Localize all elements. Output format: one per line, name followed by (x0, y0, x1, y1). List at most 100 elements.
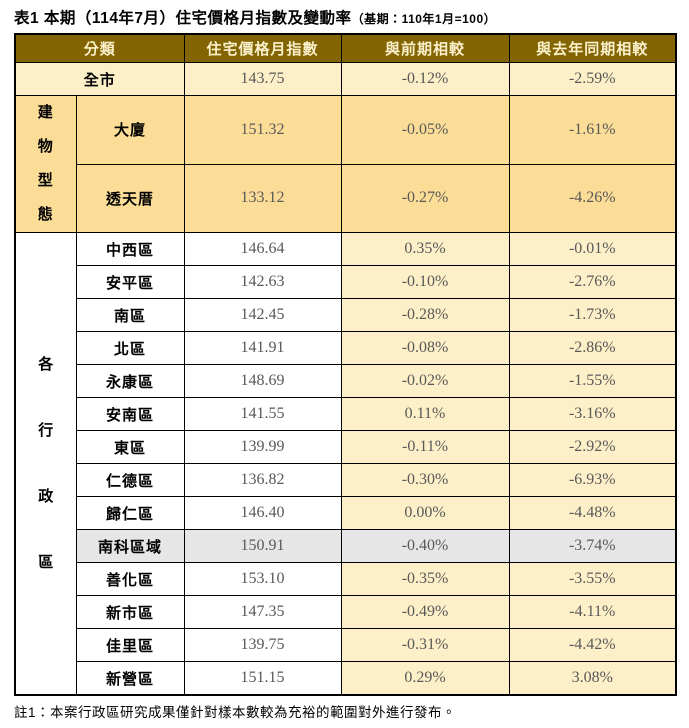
header-index: 住宅價格月指數 (183, 33, 342, 63)
page-title: 表1 本期（114年7月）住宅價格月指數及變動率（基期：110年1月=100） (14, 6, 675, 28)
district-mom-value: -0.35% (340, 562, 510, 596)
district-yoy-value: -6.93% (508, 463, 677, 497)
district-yoy-value: -1.55% (508, 364, 677, 398)
citywide-mom-value: -0.12% (340, 62, 510, 96)
building-name: 大廈 (75, 95, 185, 165)
header-yoy: 與去年同期相較 (508, 33, 677, 63)
footnotes: 註1：本案行政區研究成果僅針對樣本數較為充裕的範圍對外進行發布。 註2：南科區域… (14, 701, 675, 728)
district-mom-value: -0.08% (340, 331, 510, 365)
district-index-value: 139.99 (183, 430, 342, 464)
building-yoy-value: -4.26% (508, 163, 677, 233)
district-name: 南區 (75, 298, 185, 332)
district-name: 安平區 (75, 265, 185, 299)
district-index-value: 141.91 (183, 331, 342, 365)
citywide-name: 全市 (14, 62, 185, 96)
district-name: 善化區 (75, 562, 185, 596)
district-mom-value: -0.11% (340, 430, 510, 464)
table-row-district: 新市區 147.35 -0.49% -4.11% (15, 595, 677, 629)
district-mom-value: -0.10% (340, 265, 510, 299)
title-base-period: （基期：110年1月=100） (351, 12, 497, 26)
district-name: 歸仁區 (75, 496, 185, 530)
table-row-district: 仁德區 136.82 -0.30% -6.93% (15, 463, 677, 497)
district-mom-value: -0.28% (340, 298, 510, 332)
district-index-value: 147.35 (183, 595, 342, 629)
header-mom: 與前期相較 (340, 33, 510, 63)
district-index-value: 153.10 (183, 562, 342, 596)
table-row-district: 安平區 142.63 -0.10% -2.76% (15, 265, 677, 299)
table-row-citywide: 全市 143.75 -0.12% -2.59% (14, 62, 677, 96)
building-name: 透天厝 (75, 163, 185, 233)
district-mom-value: -0.40% (340, 529, 510, 563)
district-name: 北區 (75, 331, 185, 365)
district-index-value: 136.82 (183, 463, 342, 497)
housing-price-index-table: 分類 住宅價格月指數 與前期相較 與去年同期相較 全市 143.75 -0.12… (14, 33, 678, 696)
district-mom-value: -0.31% (340, 628, 510, 662)
district-mom-value: 0.00% (340, 496, 510, 530)
header-category: 分類 (14, 33, 185, 63)
table-row-district: 永康區 148.69 -0.02% -1.55% (15, 364, 677, 398)
district-yoy-value: -2.76% (508, 265, 677, 299)
citywide-index-value: 143.75 (183, 62, 342, 96)
table-row-district: 新營區 151.15 0.29% 3.08% (15, 661, 677, 696)
table-row-district: 歸仁區 146.40 0.00% -4.48% (15, 496, 677, 530)
district-index-value: 141.55 (183, 397, 342, 431)
district-index-value: 142.45 (183, 298, 342, 332)
district-mom-value: 0.35% (340, 232, 510, 266)
district-yoy-value: -1.73% (508, 298, 677, 332)
building-yoy-value: -1.61% (508, 95, 677, 165)
district-name: 南科區域 (75, 529, 185, 563)
district-name: 中西區 (75, 232, 185, 266)
district-name: 東區 (75, 430, 185, 464)
table-row-district: 安南區 141.55 0.11% -3.16% (15, 397, 677, 431)
district-yoy-value: -2.92% (508, 430, 677, 464)
header-row: 分類 住宅價格月指數 與前期相較 與去年同期相較 (14, 33, 677, 63)
district-name: 新營區 (75, 661, 185, 696)
district-yoy-value: -4.11% (508, 595, 677, 629)
table-row-district: 各行政區 中西區 146.64 0.35% -0.01% (14, 232, 677, 696)
table-row-building: 建物型態 大廈 151.32 -0.05% -1.61% (14, 95, 677, 233)
building-mom-value: -0.05% (340, 95, 510, 165)
district-name: 永康區 (75, 364, 185, 398)
district-mom-value: 0.29% (340, 661, 510, 696)
district-yoy-value: -3.55% (508, 562, 677, 596)
building-index-value: 133.12 (183, 163, 342, 233)
district-index-value: 148.69 (183, 364, 342, 398)
district-index-value: 150.91 (183, 529, 342, 563)
district-name: 安南區 (75, 397, 185, 431)
district-mom-value: -0.02% (340, 364, 510, 398)
table-row-district: 佳里區 139.75 -0.31% -4.42% (15, 628, 677, 662)
district-yoy-value: -4.48% (508, 496, 677, 530)
table-row-building: 透天厝 133.12 -0.27% -4.26% (15, 163, 677, 233)
table-row-district: 北區 141.91 -0.08% -2.86% (15, 331, 677, 365)
district-mom-value: 0.11% (340, 397, 510, 431)
district-index-value: 139.75 (183, 628, 342, 662)
district-index-value: 151.15 (183, 661, 342, 696)
district-name: 新市區 (75, 595, 185, 629)
district-yoy-value: 3.08% (508, 661, 677, 696)
building-index-value: 151.32 (183, 95, 342, 165)
district-yoy-value: -4.42% (508, 628, 677, 662)
table-row-district: 善化區 153.10 -0.35% -3.55% (15, 562, 677, 596)
district-index-value: 146.64 (183, 232, 342, 266)
citywide-yoy-value: -2.59% (508, 62, 677, 96)
district-yoy-value: -3.16% (508, 397, 677, 431)
district-yoy-value: -2.86% (508, 331, 677, 365)
district-name: 佳里區 (75, 628, 185, 662)
note-2: 註2：南科區域係指行政區包含善化區、新市區等範圍之區域。 (14, 724, 675, 728)
title-main: 表1 本期（114年7月）住宅價格月指數及變動率 (14, 10, 352, 27)
district-yoy-value: -0.01% (508, 232, 677, 266)
table-row-district-nanke: 南科區域 150.91 -0.40% -3.74% (15, 529, 677, 563)
district-index-value: 146.40 (183, 496, 342, 530)
district-mom-value: -0.30% (340, 463, 510, 497)
district-mom-value: -0.49% (340, 595, 510, 629)
district-name: 仁德區 (75, 463, 185, 497)
district-yoy-value: -3.74% (508, 529, 677, 563)
district-index-value: 142.63 (183, 265, 342, 299)
note-1: 註1：本案行政區研究成果僅針對樣本數較為充裕的範圍對外進行發布。 (14, 705, 457, 720)
table-row-district: 東區 139.99 -0.11% -2.92% (15, 430, 677, 464)
district-group-cell: 各行政區 (14, 232, 77, 696)
table-row-district: 南區 142.45 -0.28% -1.73% (15, 298, 677, 332)
building-mom-value: -0.27% (340, 163, 510, 233)
building-group-cell: 建物型態 (14, 95, 77, 233)
